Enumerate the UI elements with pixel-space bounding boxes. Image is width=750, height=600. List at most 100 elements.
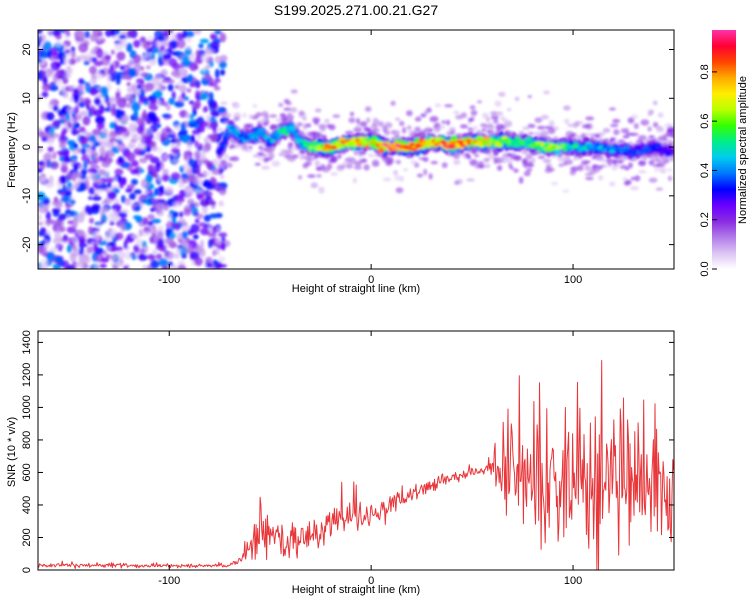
heatmap-cell <box>47 146 54 153</box>
heatmap-cell <box>133 54 142 63</box>
heatmap-cell <box>133 189 142 195</box>
heatmap-cell <box>161 79 169 84</box>
heatmap-cell <box>664 149 670 154</box>
heatmap-cell <box>150 53 156 60</box>
heatmap-cell <box>52 151 57 160</box>
heatmap-cell <box>658 160 667 167</box>
heatmap-cell <box>429 116 439 123</box>
spectrogram-y-tick-label: 10 <box>21 92 33 104</box>
heatmap-cell <box>548 120 555 127</box>
heatmap-cell <box>638 160 646 167</box>
heatmap-cell <box>108 130 117 140</box>
heatmap-cell <box>394 134 401 138</box>
heatmap-cell <box>513 155 522 162</box>
heatmap-cell <box>114 42 124 51</box>
heatmap-cell <box>126 152 136 162</box>
heatmap-cell <box>624 166 630 171</box>
heatmap-cell <box>133 215 141 220</box>
heatmap-cell <box>252 104 258 108</box>
heatmap-cell <box>172 158 180 164</box>
heatmap-cell <box>665 152 672 157</box>
heatmap-cell <box>254 162 261 166</box>
heatmap-cell <box>99 140 108 147</box>
heatmap-cell <box>79 210 87 217</box>
heatmap-cell <box>613 129 620 136</box>
heatmap-cell <box>91 230 101 241</box>
heatmap-cell <box>440 125 446 130</box>
heatmap-cell <box>157 35 166 42</box>
heatmap-cell <box>261 165 270 170</box>
heatmap-cell <box>105 141 115 149</box>
heatmap-cell <box>77 147 82 154</box>
heatmap-cell <box>140 198 147 204</box>
heatmap-cell <box>310 182 319 189</box>
spectrogram-heatmap <box>38 30 674 269</box>
heatmap-cell <box>441 162 448 169</box>
heatmap-cell <box>71 148 80 155</box>
heatmap-cell <box>171 91 176 101</box>
heatmap-cell <box>409 131 415 137</box>
heatmap-cell <box>648 109 654 115</box>
heatmap-cell <box>344 157 351 162</box>
heatmap-cell <box>570 166 579 172</box>
heatmap-cell <box>399 120 405 127</box>
heatmap-cell <box>298 110 305 116</box>
heatmap-cell <box>207 232 217 238</box>
heatmap-cell <box>455 114 463 120</box>
heatmap-cell <box>344 130 354 135</box>
heatmap-cell <box>80 147 87 155</box>
heatmap-cell <box>154 136 162 141</box>
heatmap-cell <box>170 172 181 181</box>
heatmap-cell <box>203 171 214 176</box>
heatmap-cell <box>286 114 295 121</box>
heatmap-cell <box>299 139 307 144</box>
heatmap-cell <box>172 201 179 209</box>
heatmap-cell <box>395 187 404 194</box>
heatmap-cell <box>78 96 85 103</box>
heatmap-cell <box>214 30 222 35</box>
heatmap-cell <box>302 117 307 121</box>
heatmap-cell <box>131 254 137 260</box>
heatmap-cell <box>218 232 228 238</box>
heatmap-cell <box>193 202 200 208</box>
heatmap-cell <box>485 116 491 123</box>
heatmap-cell <box>248 145 253 150</box>
heatmap-cell <box>228 144 234 150</box>
heatmap-cell <box>356 143 363 148</box>
heatmap-cell <box>441 120 447 125</box>
heatmap-cell <box>194 218 200 224</box>
heatmap-cell <box>659 146 667 151</box>
heatmap-cell <box>453 159 461 165</box>
heatmap-cell <box>94 221 103 226</box>
heatmap-cell <box>71 218 78 229</box>
heatmap-cell <box>62 149 70 155</box>
heatmap-cell <box>38 41 41 48</box>
heatmap-cell <box>612 158 617 166</box>
spectrogram-y-tick-label: -20 <box>21 237 33 253</box>
heatmap-cell <box>142 231 152 237</box>
heatmap-cell <box>664 144 673 151</box>
heatmap-cell <box>395 117 401 121</box>
snr-y-tick-label: 1400 <box>21 330 33 354</box>
heatmap-cell <box>500 156 510 164</box>
heatmap-cell <box>337 137 346 142</box>
heatmap-cell <box>358 136 365 141</box>
heatmap-cell <box>121 74 131 80</box>
heatmap-cell <box>78 78 85 85</box>
heatmap-cell <box>149 235 160 244</box>
heatmap-cell <box>210 133 219 142</box>
heatmap-cell <box>607 145 614 149</box>
heatmap-cell <box>348 157 357 165</box>
heatmap-cell <box>562 161 568 166</box>
heatmap-cell <box>52 105 59 112</box>
heatmap-cell <box>216 226 221 234</box>
heatmap-cell <box>155 30 160 37</box>
spectrogram-x-tick-label: 0 <box>368 274 374 286</box>
heatmap-cell <box>577 164 584 172</box>
heatmap-cell <box>193 30 202 35</box>
spectrogram-y-tick-label: 20 <box>21 43 33 55</box>
heatmap-cell <box>498 138 504 143</box>
heatmap-cell <box>406 110 413 117</box>
heatmap-cell <box>279 113 286 117</box>
